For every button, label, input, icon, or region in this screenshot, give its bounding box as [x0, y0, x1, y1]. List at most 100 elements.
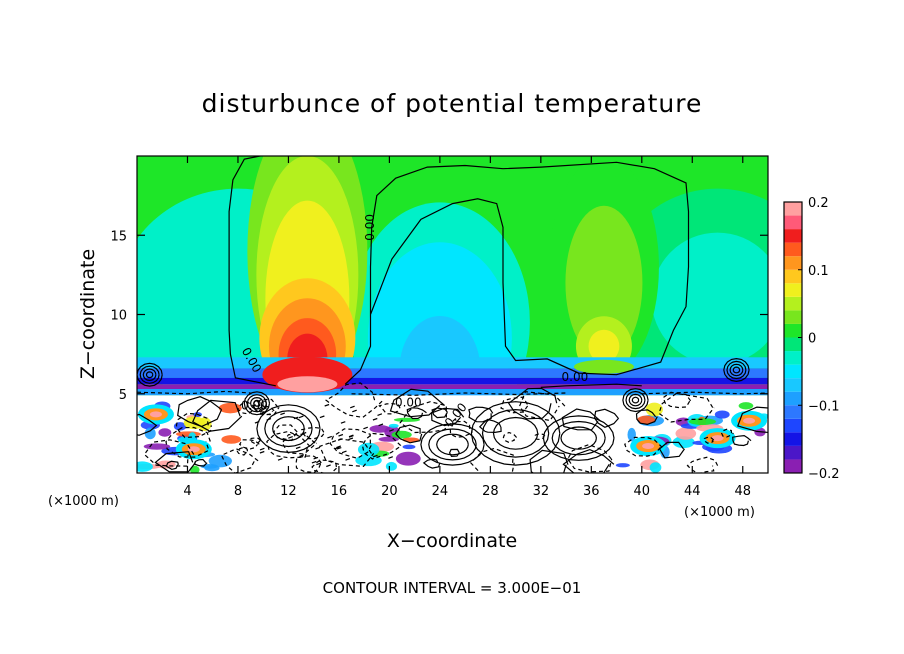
contour-line	[341, 450, 347, 454]
contour-line	[378, 423, 384, 427]
x-unit-left: (×1000 m)	[48, 494, 119, 509]
contour-line	[395, 424, 423, 444]
field-patch	[378, 436, 399, 442]
contour-line	[428, 428, 477, 461]
field-patch	[144, 427, 156, 440]
contour-line	[254, 420, 260, 424]
colorbar-swatch	[784, 432, 802, 446]
field-patch	[357, 442, 380, 457]
field-patch	[637, 415, 656, 425]
contour-line	[280, 412, 285, 416]
contour-line	[315, 446, 321, 450]
colorbar-swatch	[784, 202, 802, 216]
contour-line	[301, 431, 307, 435]
contour-line	[492, 416, 539, 450]
field-patch	[627, 427, 636, 442]
field-patch	[158, 428, 172, 437]
field-band	[137, 384, 768, 389]
contour-line	[449, 420, 473, 438]
contour-line	[337, 438, 343, 441]
colorbar-swatch	[784, 229, 802, 243]
field-blob	[588, 329, 620, 363]
contour-line	[344, 161, 690, 385]
x-axis-label: X−coordinate	[387, 530, 517, 552]
contour-line	[319, 415, 325, 419]
contour-line	[470, 401, 561, 466]
contour-line	[300, 426, 326, 440]
field-band	[137, 368, 768, 378]
contour-line	[325, 382, 384, 419]
contour-line	[377, 413, 383, 416]
y-tick-label: 15	[110, 229, 127, 244]
contour-label: 0.00	[363, 214, 377, 241]
contour-line	[243, 391, 271, 416]
field-patch	[149, 411, 162, 418]
contour-line	[249, 396, 264, 410]
contour-line	[177, 396, 223, 428]
contour-line	[507, 387, 558, 420]
x-axis: 4 8 12 16 20 24 28 32 36 40 44 48	[183, 156, 751, 499]
contour-line	[560, 426, 597, 450]
contour-line	[316, 462, 322, 466]
contour-line	[363, 426, 369, 430]
x-tick-label: 4	[183, 484, 191, 499]
colorbar-swatch	[784, 418, 802, 433]
colorbar-swatch	[784, 310, 802, 324]
contour-label: 0.00	[395, 395, 422, 409]
field-patch	[369, 425, 391, 433]
contour-line	[165, 460, 179, 471]
contour-line	[732, 366, 741, 374]
contour-line	[518, 391, 566, 422]
field-patch	[615, 463, 630, 468]
contour-line	[436, 433, 469, 456]
contour-line	[326, 464, 331, 468]
field-blob	[651, 232, 768, 365]
contour-line	[288, 436, 293, 439]
field-blob	[573, 359, 634, 374]
x-tick-label: 40	[634, 484, 651, 499]
contour-line	[137, 362, 163, 387]
colorbar-swatch	[784, 256, 802, 270]
contour-line	[137, 413, 158, 436]
field-band	[137, 357, 768, 369]
contour-line	[277, 458, 283, 461]
x-tick-label: 44	[684, 484, 701, 499]
contour-line	[529, 449, 569, 473]
colorbar-swatch	[784, 323, 802, 338]
contour-line	[703, 436, 715, 444]
contour-line	[336, 445, 342, 449]
field-patch	[738, 402, 754, 410]
contour-line	[295, 446, 301, 450]
x-tick-label: 12	[280, 484, 297, 499]
contour-line	[142, 368, 157, 382]
field-patch	[395, 451, 421, 466]
contour-line	[686, 456, 719, 473]
contour-line	[238, 439, 260, 450]
contour-line	[720, 428, 734, 438]
contour-line	[236, 446, 248, 456]
contour-line	[551, 420, 606, 456]
contour-line	[641, 391, 768, 395]
contour-line	[389, 429, 394, 432]
field-patch	[187, 446, 200, 453]
x-tick-label: 48	[734, 484, 751, 499]
contour-line	[324, 403, 330, 407]
field-blob	[565, 205, 643, 360]
contour-line	[624, 436, 663, 457]
contour-line	[502, 431, 518, 444]
contour-label: 0.00	[241, 399, 268, 413]
contour-line	[318, 438, 375, 468]
contour-line	[662, 391, 692, 409]
y-axis: 5 10 15	[110, 229, 768, 403]
contour-line	[348, 434, 354, 438]
x-tick-label: 36	[583, 484, 600, 499]
contour-line	[726, 360, 747, 380]
colorbar-tick-label: −0.2	[808, 467, 840, 482]
colorbar-swatch	[784, 405, 802, 419]
contour-interval: CONTOUR INTERVAL = 3.000E−01	[323, 579, 582, 597]
x-tick-label: 28	[482, 484, 499, 499]
contour-line	[228, 156, 276, 387]
colorbar-tick-label: −0.1	[808, 399, 840, 414]
contour-line	[311, 459, 339, 473]
contour-line	[154, 451, 197, 473]
